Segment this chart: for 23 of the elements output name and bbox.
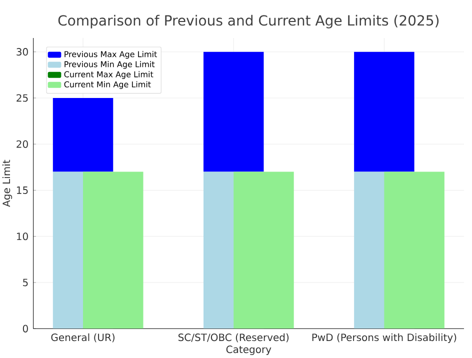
y-tick-label: 10 bbox=[17, 232, 28, 240]
bar bbox=[384, 172, 444, 329]
bar bbox=[354, 52, 414, 172]
legend-label: Current Min Age Limit bbox=[64, 81, 151, 89]
bar bbox=[203, 52, 264, 172]
y-tick-label: 15 bbox=[17, 186, 28, 194]
bar bbox=[83, 172, 144, 329]
y-tick-label: 0 bbox=[22, 324, 28, 332]
legend-label: Previous Max Age Limit bbox=[64, 50, 157, 59]
bar bbox=[234, 172, 294, 329]
legend-label: Previous Min Age Limit bbox=[64, 61, 155, 69]
x-axis-title: Category bbox=[226, 346, 272, 356]
x-tick-label: PwD (Persons with Disability) bbox=[312, 333, 456, 344]
bar bbox=[52, 98, 114, 172]
y-tick-label: 25 bbox=[16, 94, 28, 102]
y-tick-label: 5 bbox=[23, 278, 28, 286]
x-tick-label: SC/ST/OBC (Reserved) bbox=[178, 333, 289, 342]
x-tick-label: General (UR) bbox=[51, 333, 114, 342]
legend-label: Current Max Age Limit bbox=[64, 71, 154, 79]
y-tick-label: 20 bbox=[16, 140, 28, 148]
y-axis-title: Age Limit bbox=[2, 160, 12, 207]
chart-title: Comparison of Previous and Current Age Limits (2025) bbox=[58, 14, 439, 28]
y-tick-label: 30 bbox=[16, 48, 28, 56]
